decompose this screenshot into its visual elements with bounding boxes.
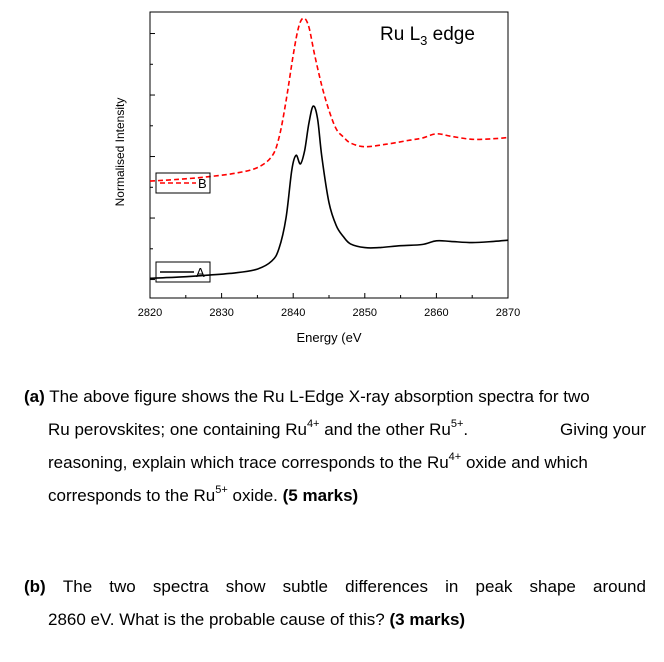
question-b-word: spectra bbox=[152, 577, 209, 596]
legend-box-a bbox=[155, 261, 211, 283]
ru4-superscript-2: 4+ bbox=[448, 451, 462, 464]
question-b-word: The bbox=[62, 577, 93, 596]
question-a: (a) The above figure shows the Ru L-Edge… bbox=[24, 380, 646, 512]
x-tick-label: 2870 bbox=[496, 307, 520, 319]
question-a-text-2d: Giving your bbox=[560, 420, 646, 439]
chart-title-sub: 3 bbox=[420, 33, 427, 48]
question-a-text-2c: . bbox=[463, 420, 469, 439]
question-a-text-1: The above figure shows the Ru L-Edge X-r… bbox=[49, 387, 590, 406]
question-a-line-1: (a) The above figure shows the Ru L-Edge… bbox=[24, 380, 646, 413]
question-b-line-1: (b) The two spectra show subtle differences in p… bbox=[24, 570, 646, 603]
question-b-word: differences bbox=[345, 577, 428, 596]
question-b-word: show bbox=[225, 577, 266, 596]
series-layer bbox=[149, 17, 509, 280]
chart-title: Ru L3 edge bbox=[380, 24, 475, 48]
question-a-line-3: reasoning, explain which trace correspon… bbox=[24, 446, 646, 479]
x-tick-label: 2850 bbox=[353, 307, 377, 319]
question-b-marks: (3 marks) bbox=[389, 610, 466, 629]
x-tick-label: 2830 bbox=[209, 307, 233, 319]
y-axis-ticks bbox=[150, 33, 155, 281]
legend-label-a: A bbox=[196, 265, 205, 280]
legend: B A bbox=[155, 172, 211, 283]
question-a-line-2: Ru perovskites; one containing Ru4+ and … bbox=[24, 413, 646, 446]
question-a-text-3b: oxide and which bbox=[461, 453, 588, 472]
ru5-superscript-2: 5+ bbox=[215, 484, 228, 497]
question-b-word: around bbox=[593, 577, 646, 596]
question-b-line-2: 2860 eV. What is the probable cause of t… bbox=[24, 603, 646, 636]
question-a-text-4b: oxide. bbox=[227, 486, 283, 505]
y-axis-label: Normalised Intensity bbox=[113, 98, 127, 207]
question-b-word: in bbox=[445, 577, 459, 596]
x-tick-label: 2860 bbox=[424, 307, 448, 319]
plot-frame bbox=[149, 11, 509, 299]
question-a-text-2: Ru perovskites; one containing Ru4+ and … bbox=[48, 413, 468, 446]
question-b-text-2: 2860 eV. What is the probable cause of t… bbox=[48, 610, 390, 629]
legend-box-b bbox=[155, 172, 211, 194]
series-line-b bbox=[149, 17, 509, 182]
legend-label-b: B bbox=[198, 176, 207, 191]
x-axis-label: Energy (eV bbox=[296, 330, 361, 345]
xas-chart: 2820 2830 2840 2850 2860 2870 Ru L3 edge B A … bbox=[113, 11, 520, 345]
question-a-line-4: corresponds to the Ru5+ oxide. (5 marks) bbox=[24, 479, 646, 512]
question-b-word: two bbox=[109, 577, 136, 596]
question-a-marks: (5 marks) bbox=[282, 486, 359, 505]
chart-title-rest: edge bbox=[427, 24, 475, 45]
chart-title-main: Ru L bbox=[380, 24, 420, 45]
question-a-text-2a: Ru perovskites; one containing Ru bbox=[48, 420, 307, 439]
ru5-superscript: 5+ bbox=[450, 418, 464, 431]
question-b-word: shape bbox=[529, 577, 576, 596]
question-a-text-2b: and the other Ru bbox=[319, 420, 451, 439]
question-b-label: (b) bbox=[24, 577, 46, 596]
question-a-text-3a: reasoning, explain which trace correspon… bbox=[48, 453, 449, 472]
question-b-word: peak bbox=[475, 577, 513, 596]
question-b: (b) The two spectra show subtle differences in p… bbox=[24, 570, 646, 636]
ru4-superscript: 4+ bbox=[306, 418, 320, 431]
x-tick-label: 2820 bbox=[138, 307, 162, 319]
x-axis-ticks: 2820 2830 2840 2850 2860 2870 bbox=[138, 293, 520, 319]
question-a-text-4a: corresponds to the Ru bbox=[48, 486, 216, 505]
question-b-word: subtle bbox=[282, 577, 328, 596]
series-line-a bbox=[149, 105, 509, 280]
question-a-label: (a) bbox=[24, 387, 45, 406]
x-tick-label: 2840 bbox=[281, 307, 305, 319]
